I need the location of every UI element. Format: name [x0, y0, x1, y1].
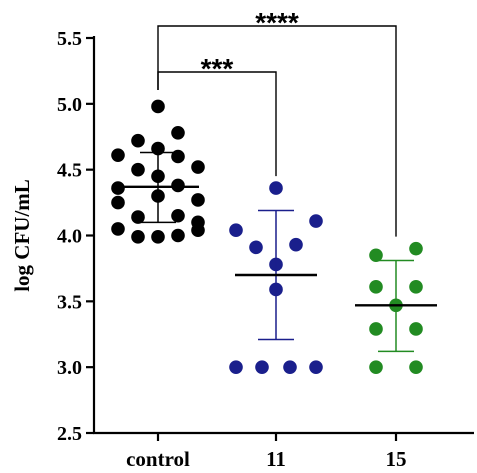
data-point — [409, 322, 423, 336]
axes: 2.5 3.0 3.5 4.0 4.5 5.0 5.5 control 11 15 — [57, 28, 474, 471]
data-point — [255, 360, 269, 374]
x-tick-label: 11 — [266, 447, 286, 471]
data-point — [191, 223, 205, 238]
data-point — [191, 193, 205, 207]
y-tick-label: 2.5 — [57, 423, 82, 445]
data-point — [191, 160, 205, 174]
data-point — [409, 280, 423, 294]
data-point — [369, 280, 383, 294]
mean-sd-bars — [117, 151, 437, 353]
data-point — [171, 228, 185, 243]
y-axis-title: log CFU/mL — [10, 179, 34, 292]
data-point — [409, 241, 423, 256]
data-point — [171, 178, 185, 193]
data-point — [369, 248, 383, 263]
data-point — [171, 126, 185, 140]
y-tick-label: 4.5 — [57, 160, 82, 182]
significance-bracket — [157, 25, 397, 237]
significance-brackets: ******* — [157, 7, 397, 237]
data-point — [131, 162, 145, 177]
y-tick-label: 3.5 — [57, 291, 82, 313]
data-point — [309, 214, 323, 228]
significance-label: **** — [255, 7, 299, 38]
data-point — [229, 223, 243, 238]
y-tick-label: 3.0 — [57, 357, 82, 379]
data-point — [229, 360, 243, 374]
significance-label: *** — [201, 53, 234, 84]
y-tick-label: 4.0 — [57, 226, 82, 248]
data-point — [171, 208, 185, 223]
data-point — [131, 133, 145, 148]
data-point — [249, 240, 263, 255]
x-tick-label: 15 — [386, 447, 407, 471]
x-tick-label: control — [126, 447, 190, 471]
data-point — [171, 149, 185, 164]
data-point — [289, 237, 303, 252]
data-point — [111, 195, 125, 210]
data-point — [151, 230, 165, 244]
y-tick-label: 5.5 — [57, 28, 82, 50]
data-point — [131, 230, 145, 244]
data-points — [111, 99, 423, 374]
data-point — [309, 360, 323, 374]
data-point — [369, 322, 383, 336]
data-point — [283, 360, 297, 374]
data-point — [131, 210, 145, 224]
y-tick-label: 5.0 — [57, 94, 82, 116]
data-point — [111, 181, 125, 195]
data-point — [269, 181, 283, 195]
data-point — [151, 99, 165, 114]
data-point — [111, 222, 125, 236]
data-point — [111, 148, 125, 162]
data-point — [409, 360, 423, 374]
data-point — [369, 360, 383, 374]
